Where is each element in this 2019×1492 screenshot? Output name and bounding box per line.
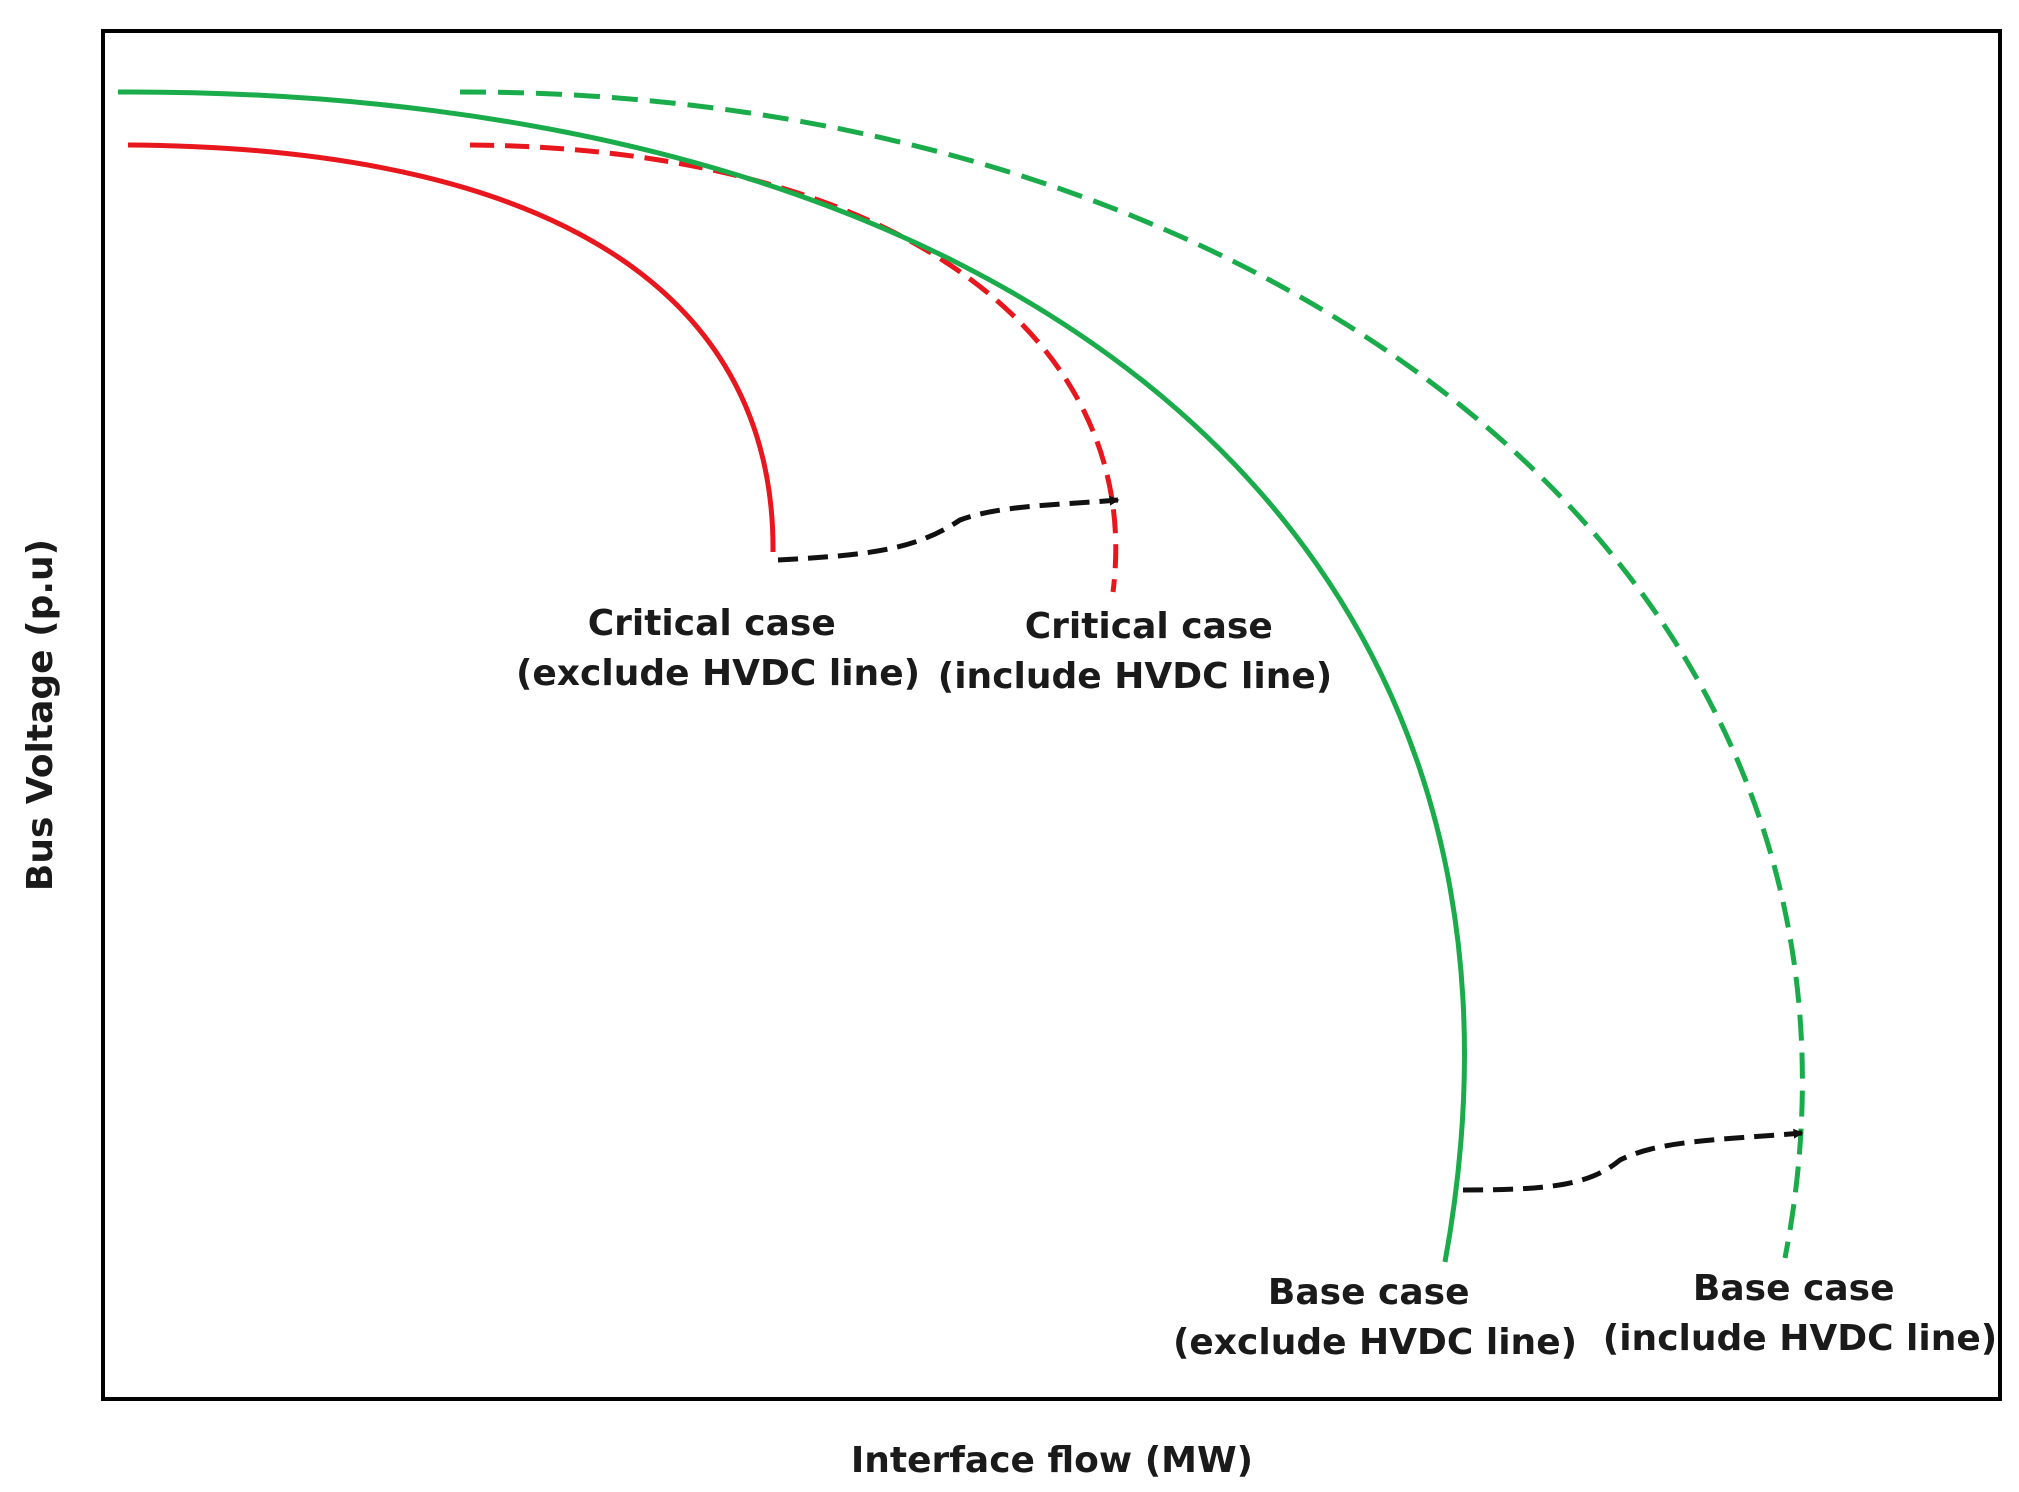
curve-critical-exclude-hvdc [127, 142, 776, 553]
label-critical-include: Critical case (include HVDC line) [938, 606, 1332, 697]
x-axis-label: Interface flow (MW) [851, 1440, 1253, 1481]
curve-base-exclude-hvdc [117, 89, 1467, 1263]
label-base-include: Base case (include HVDC line) [1603, 1268, 1997, 1359]
label-base-exclude-line2: (exclude HVDC line) [1173, 1322, 1577, 1363]
label-base-exclude: Base case (exclude HVDC line) [1173, 1272, 1577, 1363]
y-axis-label: Bus Voltage (p.u) [20, 539, 61, 891]
shift-arrow-base [1462, 1128, 1804, 1193]
plot-frame [101, 29, 2002, 1401]
label-critical-exclude-line2: (exclude HVDC line) [516, 653, 920, 694]
label-critical-include-line1: Critical case [1025, 606, 1273, 647]
curve-base-include-hvdc [459, 89, 1805, 1259]
shift-arrow-critical [777, 495, 1120, 563]
label-critical-exclude: Critical case (exclude HVDC line) [516, 603, 920, 694]
label-critical-include-line2: (include HVDC line) [938, 656, 1332, 697]
label-critical-exclude-line1: Critical case [588, 603, 836, 644]
label-base-exclude-line1: Base case [1268, 1272, 1470, 1313]
curve-critical-include-hvdc [469, 142, 1119, 593]
label-base-include-line1: Base case [1693, 1268, 1895, 1309]
label-base-include-line2: (include HVDC line) [1603, 1318, 1997, 1359]
